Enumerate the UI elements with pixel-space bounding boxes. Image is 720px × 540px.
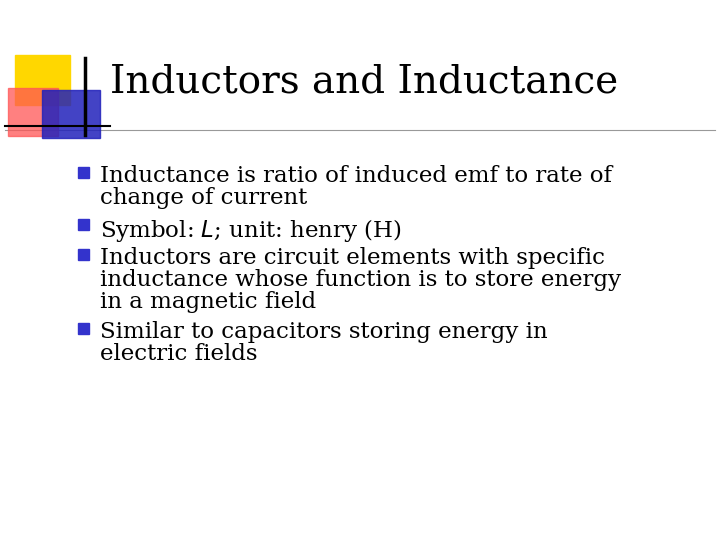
- Text: in a magnetic field: in a magnetic field: [100, 291, 316, 313]
- Text: Inductance is ratio of induced emf to rate of: Inductance is ratio of induced emf to ra…: [100, 165, 612, 187]
- Text: Symbol: $L$; unit: henry (H): Symbol: $L$; unit: henry (H): [100, 217, 402, 244]
- Bar: [78, 323, 89, 334]
- Bar: [42, 90, 100, 138]
- Bar: [78, 219, 89, 230]
- Bar: [8, 88, 58, 136]
- Text: electric fields: electric fields: [100, 343, 258, 365]
- Text: change of current: change of current: [100, 187, 307, 209]
- Text: inductance whose function is to store energy: inductance whose function is to store en…: [100, 269, 621, 291]
- Text: Similar to capacitors storing energy in: Similar to capacitors storing energy in: [100, 321, 548, 343]
- Bar: [15, 55, 70, 105]
- Bar: [78, 249, 89, 260]
- Bar: [78, 167, 89, 178]
- Text: Inductors are circuit elements with specific: Inductors are circuit elements with spec…: [100, 247, 605, 269]
- Text: Inductors and Inductance: Inductors and Inductance: [110, 64, 618, 100]
